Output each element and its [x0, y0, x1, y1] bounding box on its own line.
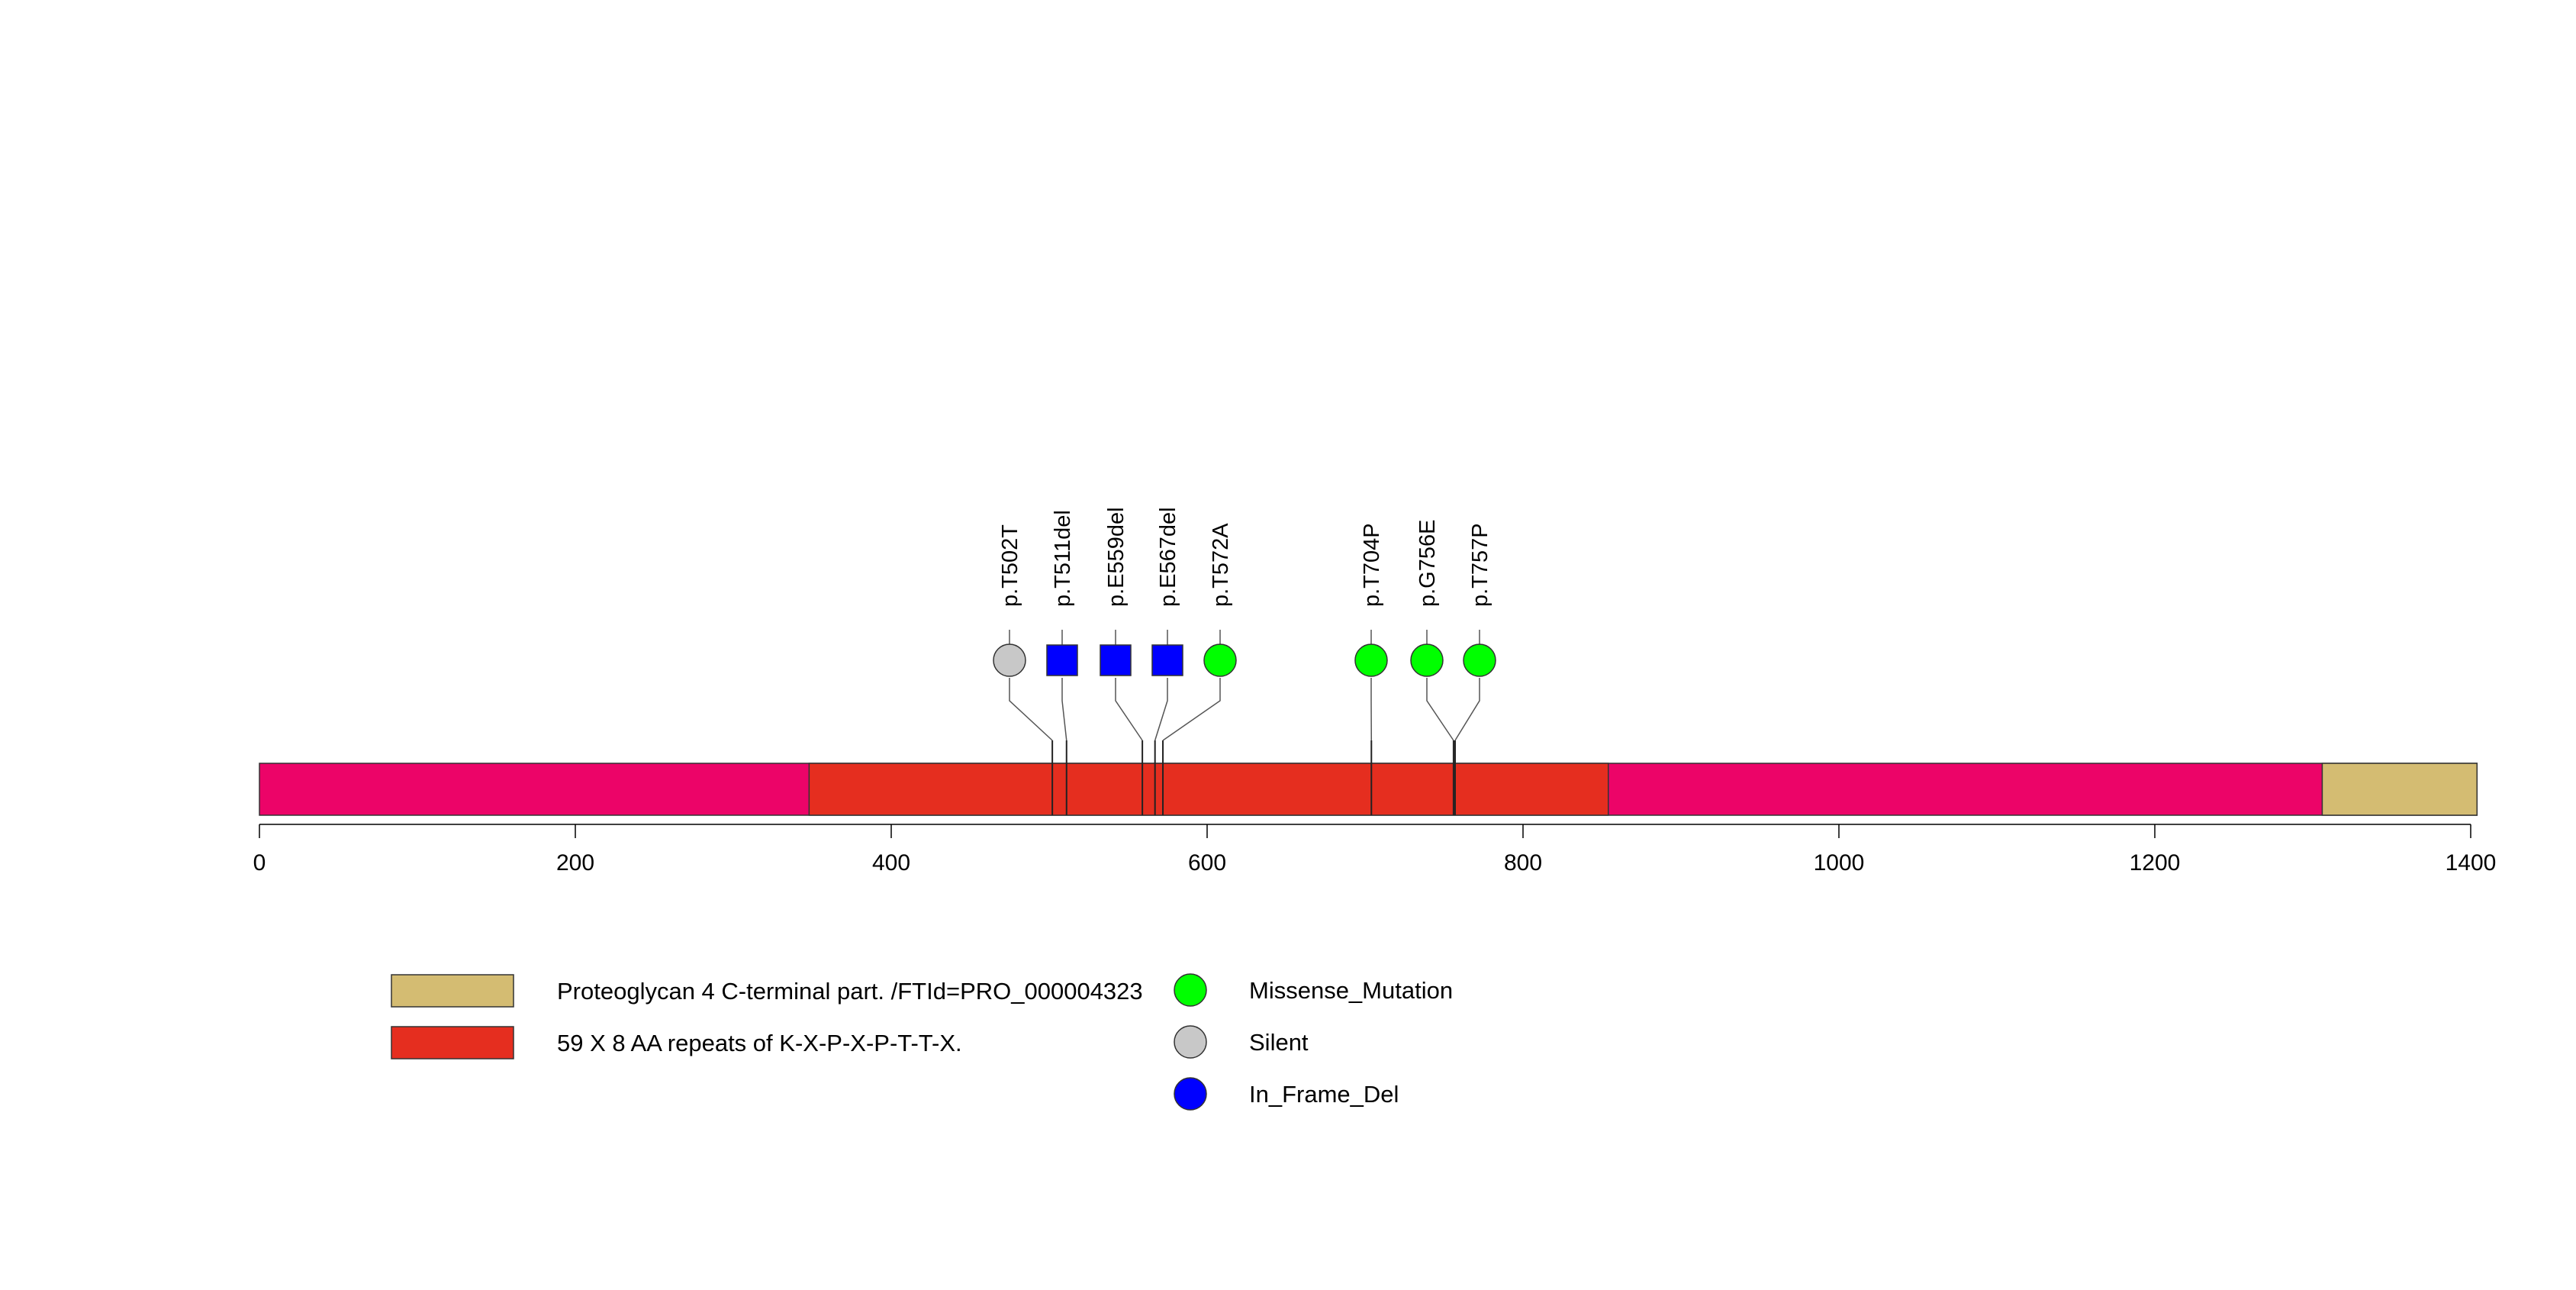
- legend-marker-missense-mutation: [1174, 973, 1207, 1007]
- domain-bar-proteoglycan-4-c-terminal-part-ftid-pro-: [2321, 763, 2478, 816]
- mutation-connector-p-t757p: [1454, 678, 1480, 741]
- mutation-label-p-t704p: p.T704P: [1360, 523, 1384, 607]
- legend-marker-in-frame-del: [1174, 1077, 1207, 1111]
- mutation-label-p-g756e: p.G756E: [1415, 520, 1440, 607]
- mutation-marker-p-e559del: [1100, 644, 1132, 676]
- legend-swatch-proteoglycan-4-c-terminal-part-ftid-pro-: [391, 974, 514, 1008]
- x-axis-tick-label-800: 800: [1504, 850, 1542, 876]
- x-axis-tick-label-1400: 1400: [2446, 850, 2497, 876]
- mutation-marker-p-t757p: [1463, 643, 1496, 677]
- mutation-connector-p-t511del: [1061, 678, 1067, 741]
- protein-layer: [259, 763, 2478, 816]
- mutation-marker-p-e567del: [1151, 644, 1183, 676]
- x-axis-tick-label-1000: 1000: [1814, 850, 1865, 876]
- mutation-connector-p-t572a: [1162, 678, 1221, 741]
- x-axis-tick-label-400: 400: [872, 850, 910, 876]
- mutation-label-p-e567del: p.E567del: [1156, 507, 1180, 607]
- x-axis-tick-label-0: 0: [253, 850, 266, 876]
- legend-label-missense-mutation: Missense_Mutation: [1249, 977, 1453, 1004]
- mutation-connector-p-g756e: [1426, 678, 1454, 741]
- x-axis: 0 200 400 600 800 1000 1200 1400: [253, 824, 2497, 876]
- mutation-marker-p-t502t: [993, 643, 1026, 677]
- mutation-layer: p.T502T p.T511del p.E559del p.E567del p.T572…: [993, 507, 1496, 815]
- mutation-label-p-e559del: p.E559del: [1104, 507, 1129, 607]
- mutation-label-p-t572a: p.T572A: [1209, 523, 1233, 607]
- mutation-connector-p-e559del: [1115, 678, 1143, 741]
- x-axis-tick-label-1200: 1200: [2130, 850, 2181, 876]
- legend-label-silent: Silent: [1249, 1029, 1309, 1056]
- mutation-marker-p-t572a: [1203, 643, 1237, 677]
- mutation-label-p-t757p: p.T757P: [1468, 523, 1492, 607]
- mutation-connector-p-t502t: [1009, 678, 1053, 741]
- domain-bar-59-x-8-aa-repeats-of-k-x-p-x-p-t-t-x: [808, 763, 1609, 816]
- x-axis-tick-label-600: 600: [1188, 850, 1226, 876]
- x-axis-tick-label-200: 200: [556, 850, 594, 876]
- legend-marker-silent: [1174, 1025, 1207, 1059]
- legend-swatch-59-x-8-aa-repeats-of-k-x-p-x-p-t-t-x: [391, 1026, 514, 1059]
- mutation-marker-p-g756e: [1410, 643, 1444, 677]
- mutation-marker-p-t704p: [1354, 643, 1388, 677]
- legend: Proteoglycan 4 C-terminal part. /FTId=PR…: [391, 973, 1453, 1111]
- legend-label-59-x-8-aa-repeats-of-k-x-p-x-p-t-t-x: 59 X 8 AA repeats of K-X-P-X-P-T-T-X.: [557, 1030, 962, 1056]
- legend-label-in-frame-del: In_Frame_Del: [1249, 1081, 1399, 1108]
- legend-label-proteoglycan-4-c-terminal-part-ftid-pro-: Proteoglycan 4 C-terminal part. /FTId=PR…: [557, 978, 1143, 1005]
- mutation-label-p-t511del: p.T511del: [1051, 510, 1075, 607]
- mutation-label-p-t502t: p.T502T: [998, 524, 1022, 607]
- mutation-connector-p-e567del: [1154, 678, 1168, 741]
- mutation-marker-p-t511del: [1046, 644, 1078, 676]
